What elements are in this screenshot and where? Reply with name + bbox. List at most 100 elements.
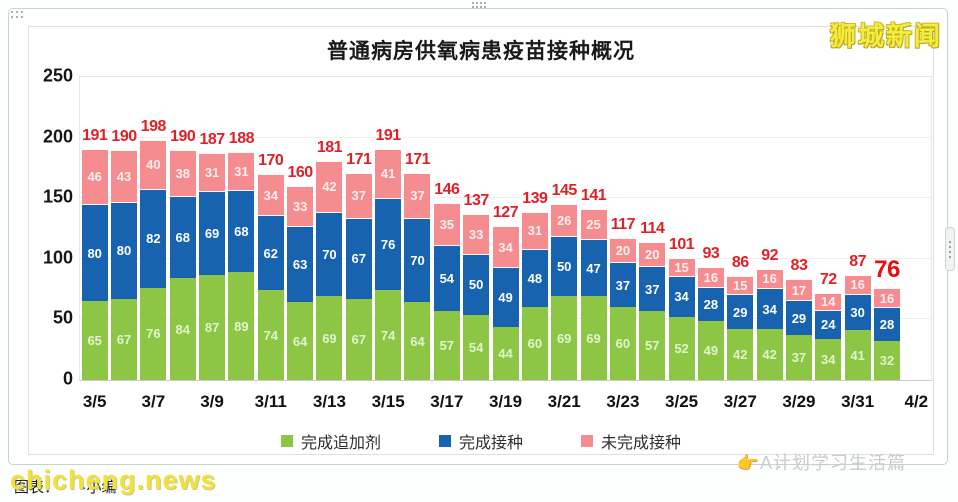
bar-segment-fully-vaccinated: 34 — [756, 287, 783, 330]
bar-segment-not-fully-vaccinated: 43 — [111, 149, 138, 202]
bar-segment-not-fully-vaccinated: 31 — [228, 152, 255, 190]
legend-item: 完成接种 — [438, 429, 523, 453]
segment-value-label: 34 — [263, 187, 278, 203]
legend-item: 未完成接种 — [581, 429, 681, 453]
bar-total-label: 145 — [551, 182, 578, 200]
segment-value-label: 26 — [556, 213, 572, 229]
bar-segment-booster: 60 — [609, 307, 636, 380]
selection-handle-icon[interactable] — [11, 11, 25, 21]
segment-value-label: 65 — [87, 333, 102, 349]
y-tick-label: 200 — [42, 126, 73, 147]
bar-segment-not-fully-vaccinated: 16 — [873, 287, 900, 308]
segment-value-label: 69 — [322, 330, 337, 346]
segment-value-label: 16 — [879, 290, 895, 306]
segment-value-label: 14 — [821, 294, 836, 310]
segment-value-label: 33 — [292, 199, 308, 215]
segment-value-label: 34 — [674, 289, 689, 305]
bar-segment-not-fully-vaccinated: 31 — [521, 211, 548, 250]
bar-segment-not-fully-vaccinated: 15 — [668, 257, 695, 276]
bar-segment-booster: 69 — [580, 296, 607, 380]
site-logo: 狮城新闻 — [829, 21, 942, 51]
stacked-bar: 42 29 15 — [727, 77, 754, 380]
y-axis: 0 50 100 150 200 250 — [31, 66, 73, 389]
segment-value-label: 80 — [87, 245, 102, 261]
stacked-bar: 34 24 14 — [815, 77, 842, 380]
bar-segment-not-fully-vaccinated: 33 — [287, 186, 314, 227]
segment-value-label: 37 — [644, 281, 660, 297]
segment-value-label: 54 — [439, 271, 455, 287]
bar-segment-not-fully-vaccinated: 16 — [844, 274, 871, 294]
bar-segment-fully-vaccinated: 50 — [551, 235, 578, 297]
bar-segment-booster: 74 — [375, 290, 402, 380]
segment-value-label: 67 — [351, 331, 366, 347]
y-tick-label: 0 — [62, 368, 73, 389]
segment-value-label: 64 — [292, 333, 308, 349]
stacked-bar: 69 47 25 — [580, 77, 607, 380]
bar-segment-booster: 49 — [697, 320, 724, 380]
segment-value-label: 74 — [380, 327, 396, 343]
chart-source-text: 图表： ·小编 — [14, 479, 117, 496]
segment-value-label: 67 — [116, 331, 132, 347]
bar-segment-not-fully-vaccinated: 34 — [492, 226, 519, 268]
bar-segment-not-fully-vaccinated: 37 — [345, 172, 372, 218]
bar-segment-not-fully-vaccinated: 33 — [463, 213, 490, 254]
bar-segment-booster: 41 — [844, 330, 871, 380]
segment-value-label: 42 — [762, 347, 777, 363]
bar-total-label: 139 — [522, 189, 548, 207]
segment-value-label: 49 — [703, 342, 719, 358]
segment-value-label: 15 — [674, 259, 689, 275]
segment-value-label: 42 — [322, 179, 337, 195]
bar-segment-booster: 65 — [81, 301, 108, 380]
segment-value-label: 16 — [762, 271, 777, 287]
bar-segment-fully-vaccinated: 80 — [81, 204, 108, 302]
bar-total-label: 72 — [819, 270, 837, 288]
bar-segment-fully-vaccinated: 54 — [433, 245, 460, 311]
bar-segment-not-fully-vaccinated: 25 — [580, 209, 607, 240]
segment-value-label: 41 — [850, 347, 865, 363]
bar-segment-booster: 52 — [668, 316, 695, 380]
bar-segment-booster: 32 — [873, 341, 900, 380]
chart-card: 普通病房供氧病患疫苗接种概况 0 50 100 150 200 250 65 80 46 191… — [28, 26, 934, 455]
selection-handle-icon[interactable] — [472, 2, 488, 9]
y-tick-label: 150 — [42, 186, 73, 207]
bar-total-label: 191 — [375, 126, 402, 144]
bar-segment-not-fully-vaccinated: 15 — [727, 275, 754, 294]
segment-value-label: 64 — [410, 333, 425, 349]
segment-value-label: 37 — [351, 188, 366, 204]
segment-value-label: 63 — [292, 257, 308, 273]
stacked-bar: 89 68 31 — [228, 77, 255, 380]
bar-total-label: 86 — [731, 253, 749, 271]
chart-legend: 完成追加剂 完成接种 未完成接种 — [29, 429, 933, 453]
segment-value-label: 69 — [556, 330, 572, 346]
segment-value-label: 38 — [175, 165, 190, 181]
bar-segment-booster: 67 — [111, 298, 138, 380]
segment-value-label: 32 — [879, 353, 895, 369]
bar-segment-booster: 57 — [433, 310, 460, 380]
segment-value-label: 43 — [116, 168, 132, 184]
bar-total-label: 83 — [790, 257, 808, 275]
scrollbar-thumb[interactable] — [945, 227, 955, 271]
bar-segment-booster: 76 — [140, 287, 167, 380]
x-tick-label: 3/25 — [665, 392, 699, 411]
stacked-bar: 41 30 16 — [844, 77, 871, 380]
grid-line — [80, 136, 931, 138]
bar-segment-booster: 64 — [404, 302, 431, 380]
segment-value-label: 37 — [615, 277, 631, 293]
legend-item: 完成追加剂 — [280, 429, 381, 453]
stacked-bar: 44 49 34 — [492, 77, 519, 380]
stacked-bar: 74 62 34 — [257, 77, 284, 380]
legend-swatch-icon — [581, 435, 593, 447]
bar-segment-not-fully-vaccinated: 17 — [785, 279, 812, 301]
bar-segment-not-fully-vaccinated: 20 — [639, 241, 666, 267]
bar-total-label: 146 — [434, 181, 460, 199]
bar-segment-fully-vaccinated: 80 — [111, 201, 138, 299]
segment-value-label: 25 — [586, 217, 601, 233]
segment-value-label: 31 — [527, 223, 543, 239]
bar-segment-fully-vaccinated: 30 — [844, 293, 871, 331]
bar-total-label: 114 — [640, 219, 665, 237]
x-tick-label: 4/2 — [904, 392, 929, 411]
segment-value-label: 20 — [644, 246, 660, 262]
bar-total-label: 87 — [849, 252, 867, 270]
segment-value-label: 89 — [234, 318, 249, 334]
